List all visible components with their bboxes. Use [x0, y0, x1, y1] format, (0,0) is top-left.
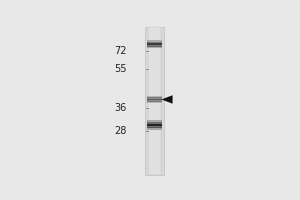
Bar: [147, 43, 162, 45]
Text: 28: 28: [115, 126, 127, 136]
Bar: [147, 122, 162, 124]
Bar: [147, 46, 162, 48]
Text: 72: 72: [115, 46, 127, 56]
Bar: [147, 127, 162, 130]
Bar: [147, 100, 162, 102]
Bar: [147, 126, 162, 128]
Bar: [147, 42, 162, 43]
Bar: [147, 96, 162, 98]
Bar: [147, 120, 162, 122]
Bar: [145, 27, 164, 175]
Text: 36: 36: [115, 103, 127, 113]
Bar: [147, 124, 162, 126]
Bar: [147, 40, 162, 42]
Bar: [147, 45, 162, 47]
Polygon shape: [161, 95, 172, 104]
Bar: [148, 27, 161, 175]
Text: 55: 55: [115, 64, 127, 74]
Bar: [147, 101, 162, 103]
Bar: [147, 97, 162, 99]
Bar: [147, 99, 162, 100]
